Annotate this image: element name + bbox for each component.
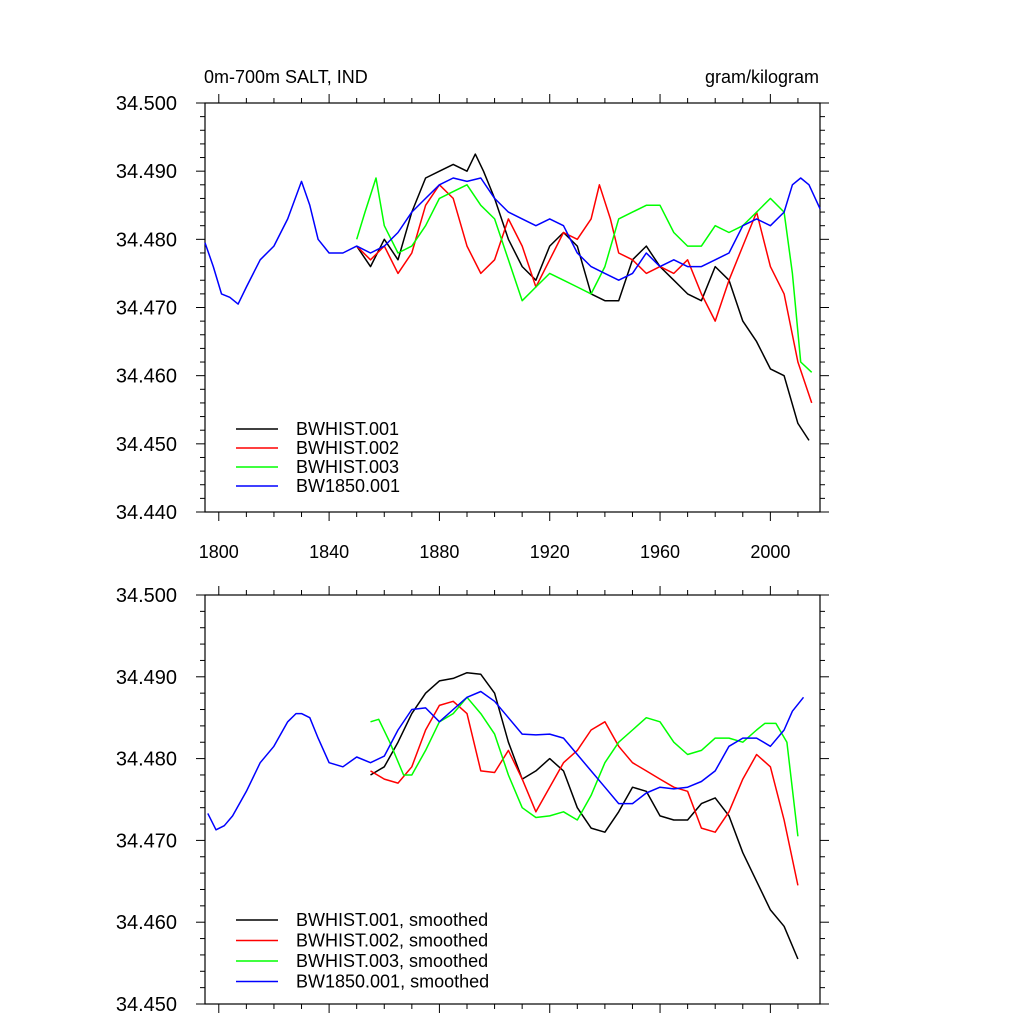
legend-label: BWHIST.003, smoothed: [296, 951, 488, 971]
panel-units-label: gram/kilogram: [705, 67, 819, 87]
y-tick-label: 34.450: [116, 434, 177, 456]
series-line-bw1850-001-smoothed: [207, 690, 805, 831]
y-tick-label: 34.470: [116, 830, 177, 852]
x-tick-label: 2000: [750, 542, 790, 562]
y-tick-label: 34.490: [116, 667, 177, 689]
legend-label: BWHIST.002, smoothed: [296, 931, 488, 951]
series-line-bwhist-003: [355, 177, 813, 373]
top-panel: 0m-700m SALT, IND gram/kilogram 1800 1840…: [116, 67, 829, 562]
y-tick-label: 34.500: [116, 93, 177, 115]
x-tick-label: 1960: [640, 542, 680, 562]
x-tick-label: 1840: [309, 542, 349, 562]
y-tick-label: 34.500: [116, 585, 177, 607]
legend-label: BW1850.001, smoothed: [296, 972, 489, 992]
series-line-bwhist-003-smoothed: [370, 696, 799, 837]
y-tick-label: 34.450: [116, 994, 177, 1016]
y-tick-label: 34.440: [116, 502, 177, 524]
x-tick-label: 1920: [530, 542, 570, 562]
series-line-bwhist-001-smoothed: [370, 671, 799, 960]
y-tick-label: 34.470: [116, 298, 177, 320]
legend-label: BWHIST.001, smoothed: [296, 910, 488, 930]
y-tick-label: 34.460: [116, 912, 177, 934]
y-tick-label: 34.480: [116, 749, 177, 771]
series-line-bwhist-002-smoothed: [370, 700, 799, 886]
legend-label: BWHIST.002: [296, 438, 399, 458]
y-tick-label: 34.460: [116, 366, 177, 388]
panel-title-left: 0m-700m SALT, IND: [204, 67, 368, 87]
series-line-bwhist-001: [356, 153, 810, 441]
x-tick-label: 1880: [419, 542, 459, 562]
legend-label: BWHIST.003: [296, 457, 399, 477]
legend-label: BW1850.001: [296, 476, 400, 496]
x-tick-label: 1800: [199, 542, 239, 562]
series-line-bwhist-002: [356, 184, 813, 404]
y-tick-label: 34.490: [116, 161, 177, 183]
plot-frame: [204, 594, 821, 1005]
y-tick-label: 34.480: [116, 229, 177, 251]
series-line-bw1850-001: [204, 177, 821, 305]
legend-label: BWHIST.001: [296, 419, 399, 439]
bottom-panel: 34.450 34.460 34.470 34.480 34.490 34.500 BWHI…: [116, 585, 829, 1016]
